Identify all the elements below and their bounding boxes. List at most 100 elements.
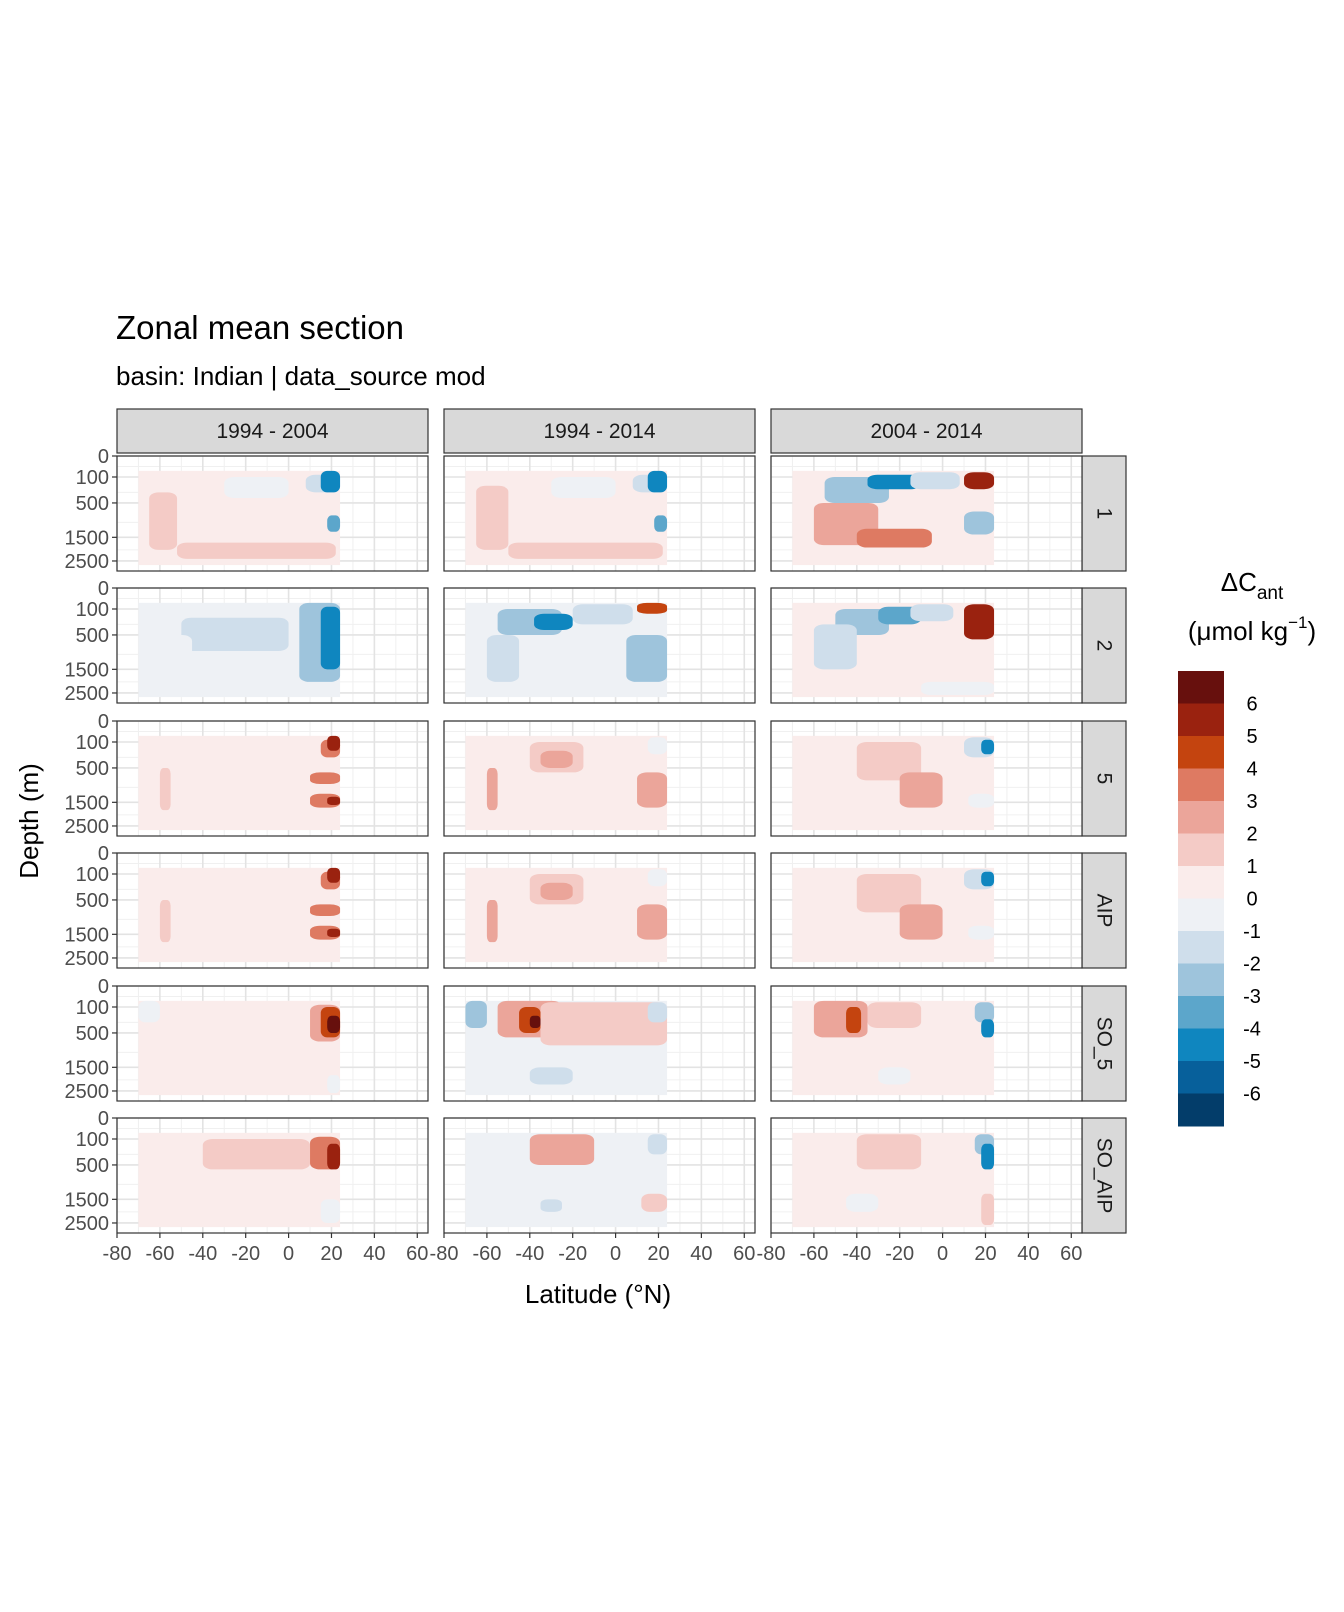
y-tick-label: 2500 (65, 551, 110, 573)
panel-border (770, 720, 1083, 837)
legend-label: -4 (1243, 1019, 1261, 1041)
panel (443, 1117, 756, 1234)
legend-swatch (1178, 1061, 1224, 1094)
x-tick-label: -80 (103, 1243, 132, 1265)
y-tick-label: 0 (98, 578, 109, 600)
contour-region (846, 1006, 862, 1033)
contour-region (320, 606, 341, 670)
x-tick-label: -80 (430, 1243, 459, 1265)
x-tick-label: -20 (885, 1243, 914, 1265)
row-strip-label: 5 (1093, 773, 1116, 785)
contour-region (327, 1075, 341, 1094)
panel (116, 455, 429, 572)
contour-region (856, 528, 932, 548)
panel (770, 455, 1083, 572)
contour-region (138, 1000, 160, 1023)
x-tick-label: -40 (515, 1243, 544, 1265)
contour-region (981, 1019, 995, 1038)
contour-region (981, 739, 995, 755)
y-tick-label: 500 (76, 493, 109, 515)
contour-region (534, 613, 573, 630)
contour-region (540, 750, 573, 768)
x-tick-label: 40 (690, 1243, 712, 1265)
contour-region (310, 772, 341, 784)
contour-region (177, 542, 336, 559)
panel-border (770, 455, 1083, 572)
contour-region (540, 1002, 668, 1046)
y-tick-label: 0 (98, 711, 109, 733)
contour-region (867, 474, 922, 490)
x-tick-label: 40 (1017, 1243, 1039, 1265)
panel (770, 720, 1083, 837)
panel (116, 852, 429, 969)
legend-label: -5 (1243, 1051, 1261, 1073)
panel (770, 587, 1083, 704)
legend-label: -6 (1243, 1084, 1261, 1106)
x-axis-label: Latitude (°N) (525, 1279, 671, 1309)
contour-region (899, 772, 943, 808)
contour-region (846, 1193, 879, 1212)
contour-region (181, 617, 289, 651)
panel-border (443, 587, 756, 704)
x-tick-label: 60 (406, 1243, 428, 1265)
col-strip-label: 1994 - 2014 (543, 420, 655, 443)
panel-border (770, 587, 1083, 704)
legend-label: 6 (1246, 694, 1257, 716)
y-tick-label: 2500 (65, 1081, 110, 1103)
contour-region (327, 1015, 341, 1033)
panel (443, 852, 756, 969)
panel (116, 1117, 429, 1234)
row-strip (1081, 587, 1127, 704)
y-tick-label: 500 (76, 1023, 109, 1045)
y-tick-label: 100 (76, 864, 109, 886)
contour-region (856, 741, 922, 781)
axes: 0100500150025000100500150025000100500150… (65, 446, 1083, 1265)
panel-border (770, 985, 1083, 1102)
y-tick-label: 1500 (65, 1189, 110, 1211)
contour-region (320, 470, 341, 493)
legend-swatch (1178, 671, 1224, 704)
contour-region (486, 634, 520, 682)
col-strip-label: 2004 - 2014 (870, 420, 982, 443)
legend-title-main: ΔC (1221, 567, 1257, 597)
contour-region (647, 869, 668, 887)
y-tick-label: 100 (76, 467, 109, 489)
contour-region (867, 1002, 922, 1028)
contour-region (497, 1199, 552, 1226)
row-strip-label: AIP (1093, 894, 1116, 928)
legend-swatch (1178, 833, 1224, 867)
legend-swatch (1178, 703, 1224, 737)
y-tick-label: 0 (98, 1108, 109, 1130)
panel-border (443, 985, 756, 1102)
legend-units-sup: −1 (1288, 613, 1307, 632)
contour-region (856, 1134, 922, 1170)
x-tick-label: 20 (647, 1243, 669, 1265)
contour-region (149, 492, 178, 550)
x-tick-label: -40 (842, 1243, 871, 1265)
contour-region (921, 681, 995, 696)
contour-region (626, 634, 668, 682)
x-tick-label: 40 (363, 1243, 385, 1265)
legend-swatch (1178, 768, 1224, 802)
contour-region (856, 873, 922, 913)
panel (443, 455, 756, 572)
y-tick-label: 0 (98, 976, 109, 998)
legend-swatch (1178, 801, 1224, 834)
contour-region (637, 772, 668, 808)
chart-subtitle: basin: Indian | data_source mod (116, 361, 486, 391)
x-tick-label: -80 (757, 1243, 786, 1265)
field-base (138, 735, 341, 831)
contour-region (647, 470, 668, 493)
panel-border (116, 985, 429, 1102)
x-tick-label: -60 (799, 1243, 828, 1265)
y-tick-label: 100 (76, 732, 109, 754)
legend-label: 2 (1246, 824, 1257, 846)
x-tick-label: 0 (610, 1243, 621, 1265)
legend-swatch (1178, 736, 1224, 769)
y-tick-label: 2500 (65, 683, 110, 705)
contour-region (159, 634, 193, 682)
panel-border (116, 587, 429, 704)
contour-region (476, 485, 509, 550)
y-tick-label: 0 (98, 446, 109, 468)
panel (116, 985, 429, 1102)
